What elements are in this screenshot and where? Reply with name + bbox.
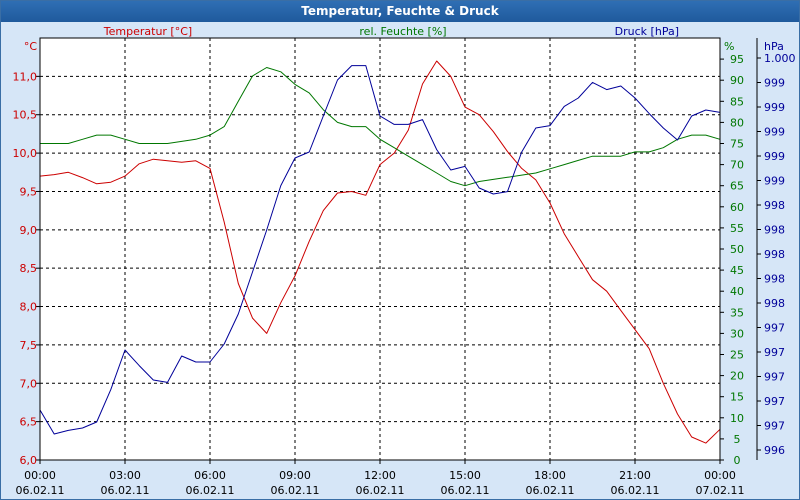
tick-label-pressure: 997	[764, 420, 785, 433]
tick-label-temperature: 8,5	[20, 262, 38, 275]
tick-label-humidity: 95	[730, 53, 744, 66]
tick-label-humidity: 40	[730, 285, 744, 298]
tick-label-pressure: 998	[764, 273, 785, 286]
tick-label-time: 15:00	[449, 469, 481, 482]
tick-label-humidity: 80	[730, 116, 744, 129]
tick-label-pressure: 999	[764, 77, 785, 90]
tick-label-pressure: 999	[764, 150, 785, 163]
tick-label-temperature: 7,0	[20, 377, 38, 390]
tick-label-humidity: 15	[730, 391, 744, 404]
window-title: Temperatur, Feuchte & Druck	[1, 1, 799, 22]
tick-label-temperature: 6,5	[20, 416, 38, 429]
tick-label-humidity: 55	[730, 222, 744, 235]
tick-label-humidity: 60	[730, 201, 744, 214]
tick-label-pressure: 997	[764, 322, 785, 335]
temperature-unit: °C	[24, 40, 38, 53]
tick-label-time: 00:00	[24, 469, 56, 482]
tick-label-humidity: 5	[734, 433, 741, 446]
tick-label-temperature: 9,0	[20, 224, 38, 237]
tick-label-date: 06.02.11	[16, 484, 65, 497]
tick-label-humidity: 65	[730, 180, 744, 193]
tick-label-temperature: 6,0	[20, 454, 38, 467]
tick-label-date: 06.02.11	[526, 484, 575, 497]
tick-label-pressure: 999	[764, 175, 785, 188]
tick-label-pressure: 998	[764, 297, 785, 310]
tick-label-pressure: 999	[764, 101, 785, 114]
tick-label-time: 03:00	[109, 469, 141, 482]
series-line-temperature	[39, 60, 721, 444]
tick-label-pressure: 998	[764, 224, 785, 237]
tick-label-date: 06.02.11	[271, 484, 320, 497]
tick-label-time: 12:00	[364, 469, 396, 482]
tick-label-pressure: 997	[764, 395, 785, 408]
tick-label-time: 21:00	[619, 469, 651, 482]
pressure-unit: hPa	[764, 40, 784, 53]
tick-label-temperature: 10,0	[13, 147, 38, 160]
series-line-pressure	[39, 65, 721, 435]
tick-label-humidity: 50	[730, 243, 744, 256]
tick-label-humidity: 30	[730, 327, 744, 340]
tick-label-time: 06:00	[194, 469, 226, 482]
temperature-axis-title: Temperatur [°C]	[103, 25, 192, 38]
tick-label-time: 00:00	[704, 469, 736, 482]
tick-label-humidity: 10	[730, 412, 744, 425]
tick-label-temperature: 9,5	[20, 185, 38, 198]
tick-label-pressure: 999	[764, 126, 785, 139]
pressure-axis-title: Druck [hPa]	[615, 25, 679, 38]
tick-label-date: 06.02.11	[611, 484, 660, 497]
series-line-humidity	[40, 67, 721, 187]
grid	[40, 38, 720, 460]
tick-label-pressure: 997	[764, 371, 785, 384]
tick-label-pressure: 998	[764, 248, 785, 261]
tick-label-time: 09:00	[279, 469, 311, 482]
tick-label-temperature: 8,0	[20, 301, 38, 314]
tick-label-pressure: 998	[764, 199, 785, 212]
tick-label-humidity: 75	[730, 138, 744, 151]
tick-label-humidity: 25	[730, 349, 744, 362]
axis-labels: 6,0 6,5 7,0 7,5 8,0 8,5 9,0 9,5 10,0 10,5 11,0 0 5 10…	[13, 38, 796, 497]
tick-label-date: 06.02.11	[101, 484, 150, 497]
tick-label-temperature: 7,5	[20, 339, 38, 352]
tick-label-humidity: 85	[730, 95, 744, 108]
tick-label-humidity: 20	[730, 370, 744, 383]
tick-label-humidity: 70	[730, 159, 744, 172]
tick-label-humidity: 35	[730, 306, 744, 319]
tick-label-humidity: 90	[730, 74, 744, 87]
tick-label-date: 06.02.11	[356, 484, 405, 497]
tick-label-date: 06.02.11	[441, 484, 490, 497]
tick-label-temperature: 11,0	[13, 70, 38, 83]
tick-label-pressure: 997	[764, 346, 785, 359]
humidity-unit: %	[724, 40, 734, 53]
humidity-axis-title: rel. Feuchte [%]	[359, 25, 446, 38]
tick-label-humidity: 45	[730, 264, 744, 277]
tick-label-date: 06.02.11	[186, 484, 235, 497]
tick-label-time: 18:00	[534, 469, 566, 482]
tick-label-temperature: 10,5	[13, 109, 38, 122]
tick-label-pressure: 1.000	[764, 52, 796, 65]
tick-label-date: 07.02.11	[696, 484, 745, 497]
tick-label-humidity: 0	[734, 454, 741, 467]
tick-label-pressure: 996	[764, 444, 785, 457]
series-layer	[39, 60, 721, 444]
